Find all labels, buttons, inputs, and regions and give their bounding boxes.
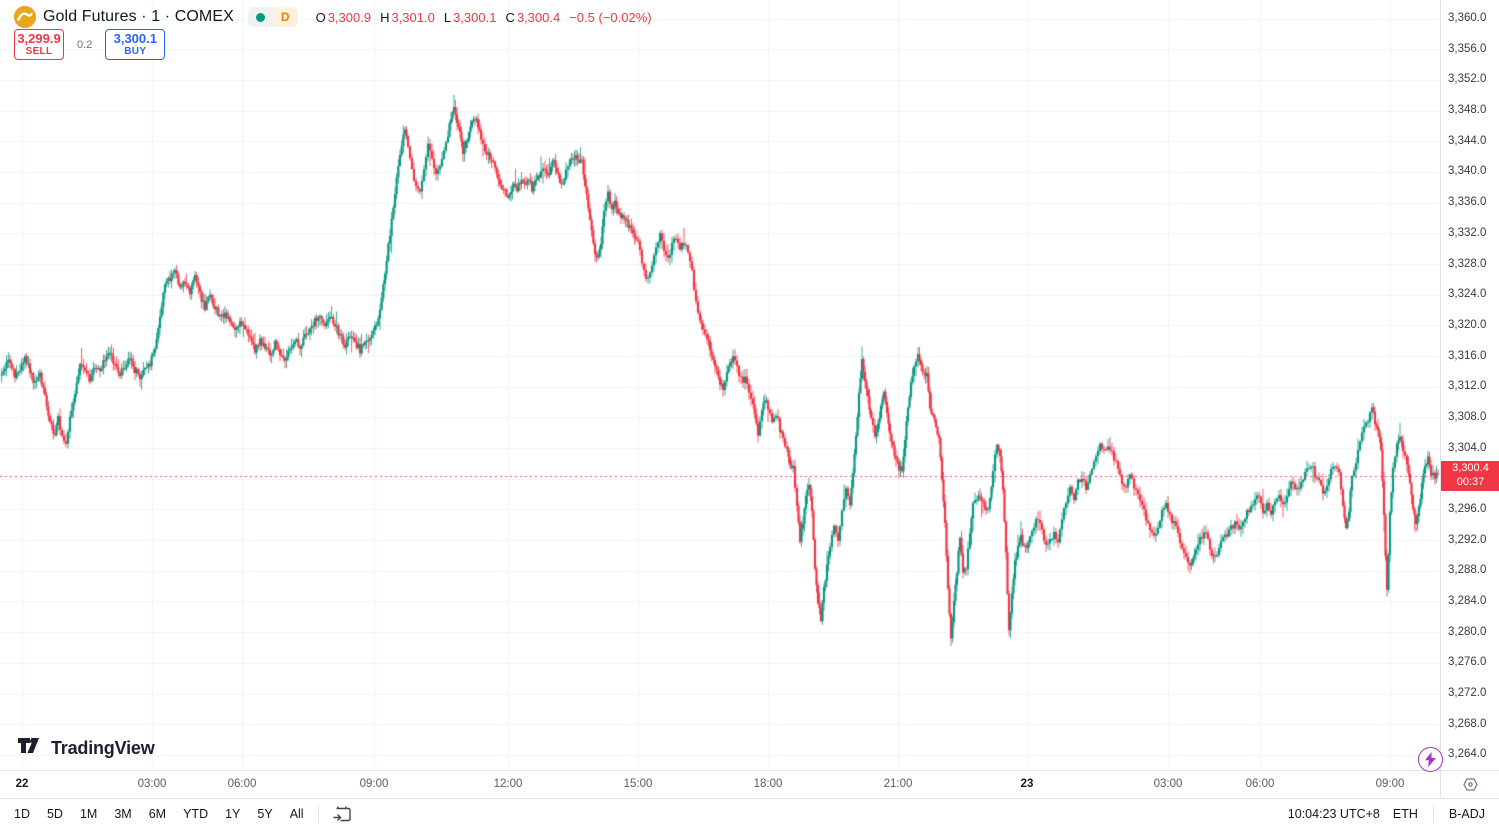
- interval-badge[interactable]: D: [247, 7, 298, 27]
- tradingview-logo-text: TradingView: [51, 737, 155, 758]
- time-axis-label: 03:00: [1153, 778, 1183, 790]
- price-axis-label: 3,280.0: [1448, 625, 1487, 638]
- spread-value: 0.2: [77, 38, 93, 51]
- axis-settings-corner[interactable]: [1440, 770, 1499, 798]
- toolbar-divider: [317, 805, 319, 823]
- price-axis-label: 3,328.0: [1448, 257, 1487, 270]
- change-value: −0.5 (−0.02%): [569, 9, 652, 25]
- price-axis-label: 3,304.0: [1448, 441, 1487, 454]
- symbol-title[interactable]: Gold Futures · 1 · COMEX: [43, 8, 234, 25]
- adjustment-toggle[interactable]: B-ADJ: [1448, 807, 1485, 821]
- price-axis-label: 3,264.0: [1448, 748, 1487, 761]
- tradingview-logo[interactable]: TradingView: [18, 737, 155, 759]
- session-toggle[interactable]: ETH: [1392, 807, 1418, 821]
- ohlc-readout: O 3,300.9 H 3,301.0 L 3,300.1 C 3,300.4 −0.5…: [316, 10, 652, 25]
- time-axis-label: 09:00: [359, 778, 389, 790]
- time-axis-label: 06:00: [227, 778, 257, 790]
- price-axis-label: 3,340.0: [1448, 165, 1487, 178]
- lightning-trade-button[interactable]: [1418, 747, 1443, 772]
- range-button-all[interactable]: All: [289, 807, 304, 821]
- low-label: L: [443, 9, 452, 25]
- go-to-date-icon: [333, 806, 351, 821]
- close-value: 3,300.4: [516, 9, 561, 25]
- time-axis-label: 21:00: [883, 778, 913, 790]
- range-button-1m[interactable]: 1M: [79, 807, 98, 821]
- sell-price: 3,299.9: [17, 30, 61, 46]
- price-axis-label: 3,268.0: [1448, 717, 1487, 730]
- buy-button[interactable]: 3,300.1 BUY: [105, 29, 166, 60]
- time-axis[interactable]: 22 03:00 06:00 09:00 12:00 15:00 18:00 21:00 23 0…: [0, 770, 1440, 798]
- range-button-1d[interactable]: 1D: [14, 807, 30, 821]
- range-button-5d[interactable]: 5D: [46, 807, 63, 821]
- price-axis-label: 3,284.0: [1448, 594, 1487, 607]
- price-axis-label: 3,324.0: [1448, 288, 1487, 301]
- low-value: 3,300.1: [453, 9, 497, 25]
- time-axis-label: 12:00: [493, 778, 523, 790]
- time-axis-day-label: 23: [1020, 778, 1034, 790]
- symbol-header: Gold Futures · 1 · COMEX D O 3,300.9 H 3,3…: [14, 5, 652, 29]
- high-label: H: [380, 9, 390, 25]
- gold-coin-icon: [14, 6, 36, 28]
- price-axis-label: 3,348.0: [1448, 104, 1487, 117]
- price-axis-label: 3,344.0: [1448, 134, 1487, 147]
- last-price-value: 3,300.4: [1452, 462, 1489, 475]
- last-price-label: 3,300.4 00:37: [1441, 460, 1499, 491]
- range-button-5y[interactable]: 5Y: [257, 807, 273, 821]
- time-axis-label: 03:00: [137, 778, 167, 790]
- sell-label: SELL: [25, 46, 53, 58]
- buy-price: 3,300.1: [113, 30, 157, 46]
- axis-gear-icon[interactable]: [1462, 777, 1478, 792]
- range-button-ytd[interactable]: YTD: [183, 807, 209, 821]
- sell-button[interactable]: 3,299.9 SELL: [14, 29, 64, 60]
- price-axis-label: 3,352.0: [1448, 73, 1487, 86]
- toolbar-right: 10:04:23 UTC+8 ETH B-ADJ: [1288, 805, 1485, 823]
- price-axis-label: 3,316.0: [1448, 349, 1487, 362]
- price-axis-label: 3,288.0: [1448, 564, 1487, 577]
- open-label: O: [315, 9, 326, 25]
- candlestick-chart-canvas[interactable]: [0, 0, 1440, 770]
- range-button-1y[interactable]: 1Y: [225, 807, 241, 821]
- price-axis-label: 3,312.0: [1448, 380, 1487, 393]
- price-axis-label: 3,356.0: [1448, 42, 1487, 55]
- high-value: 3,301.0: [391, 9, 435, 25]
- price-axis-label: 3,296.0: [1448, 502, 1487, 515]
- toolbar-divider-2: [1432, 805, 1434, 823]
- time-axis-label: 09:00: [1375, 778, 1405, 790]
- go-to-date-button[interactable]: [333, 806, 352, 823]
- price-axis-label: 3,276.0: [1448, 656, 1487, 669]
- time-axis-day-label: 22: [15, 778, 29, 790]
- tradingview-logo-icon: [18, 737, 44, 759]
- market-status-dot-icon: [247, 7, 273, 27]
- time-axis-label: 06:00: [1245, 778, 1275, 790]
- price-axis-label: 3,292.0: [1448, 533, 1487, 546]
- open-value: 3,300.9: [327, 9, 372, 25]
- price-axis[interactable]: 3,300.4 00:37 3,360.0 3,356.0 3,352.0 3,348…: [1440, 0, 1499, 770]
- lightning-icon: [1425, 752, 1436, 767]
- trade-buttons: 3,299.9 SELL 0.2 3,300.1 BUY: [14, 29, 166, 60]
- date-range-buttons: 1D 5D 1M 3M 6M YTD 1Y 5Y All: [14, 807, 304, 821]
- chart-region[interactable]: Gold Futures · 1 · COMEX D O 3,300.9 H 3,3…: [0, 0, 1443, 772]
- price-axis-label: 3,308.0: [1448, 410, 1487, 423]
- price-axis-label: 3,360.0: [1448, 12, 1487, 25]
- bar-countdown: 00:37: [1456, 475, 1485, 488]
- range-button-3m[interactable]: 3M: [114, 807, 132, 821]
- time-axis-label: 15:00: [623, 778, 653, 790]
- price-axis-label: 3,272.0: [1448, 687, 1487, 700]
- price-axis-label: 3,332.0: [1448, 226, 1487, 239]
- close-label: C: [505, 9, 515, 25]
- range-button-6m[interactable]: 6M: [148, 807, 167, 821]
- clock[interactable]: 10:04:23 UTC+8: [1287, 807, 1380, 821]
- daily-interval-badge: D: [272, 7, 298, 27]
- time-axis-label: 18:00: [753, 778, 783, 790]
- price-axis-label: 3,320.0: [1448, 318, 1487, 331]
- price-axis-label: 3,336.0: [1448, 196, 1487, 209]
- bottom-toolbar: 1D 5D 1M 3M 6M YTD 1Y 5Y All 10:04:23 UTC+8 ETH …: [0, 798, 1499, 829]
- buy-label: BUY: [124, 46, 147, 58]
